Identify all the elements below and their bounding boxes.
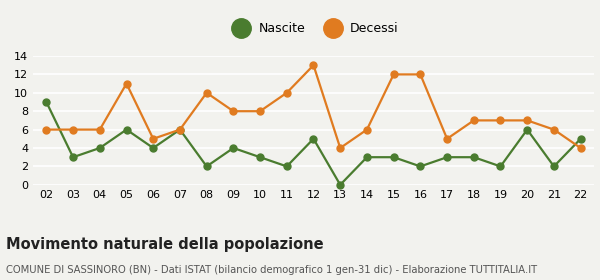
Nascite [176,128,184,131]
Nascite [524,128,531,131]
Decessi [497,119,504,122]
Nascite [70,155,77,159]
Nascite [96,146,103,150]
Nascite [256,155,263,159]
Decessi [96,128,103,131]
Decessi [577,146,584,150]
Nascite [310,137,317,141]
Text: COMUNE DI SASSINORO (BN) - Dati ISTAT (bilancio demografico 1 gen-31 dic) - Elab: COMUNE DI SASSINORO (BN) - Dati ISTAT (b… [6,265,537,275]
Text: Movimento naturale della popolazione: Movimento naturale della popolazione [6,237,323,252]
Nascite [123,128,130,131]
Decessi [337,146,344,150]
Nascite [390,155,397,159]
Nascite [443,155,451,159]
Nascite [230,146,237,150]
Nascite [577,137,584,141]
Nascite [203,165,210,168]
Nascite [417,165,424,168]
Nascite [149,146,157,150]
Nascite [43,100,50,104]
Decessi [310,64,317,67]
Line: Decessi: Decessi [43,62,584,151]
Decessi [470,119,478,122]
Decessi [550,128,557,131]
Nascite [497,165,504,168]
Nascite [364,155,371,159]
Decessi [443,137,451,141]
Decessi [70,128,77,131]
Nascite [550,165,557,168]
Decessi [176,128,184,131]
Legend: Nascite, Decessi: Nascite, Decessi [223,17,404,40]
Nascite [283,165,290,168]
Decessi [230,109,237,113]
Decessi [149,137,157,141]
Decessi [417,73,424,76]
Line: Nascite: Nascite [43,99,584,188]
Decessi [364,128,371,131]
Decessi [524,119,531,122]
Nascite [470,155,478,159]
Decessi [390,73,397,76]
Decessi [123,82,130,85]
Decessi [283,91,290,94]
Nascite [337,183,344,186]
Decessi [203,91,210,94]
Decessi [43,128,50,131]
Decessi [256,109,263,113]
